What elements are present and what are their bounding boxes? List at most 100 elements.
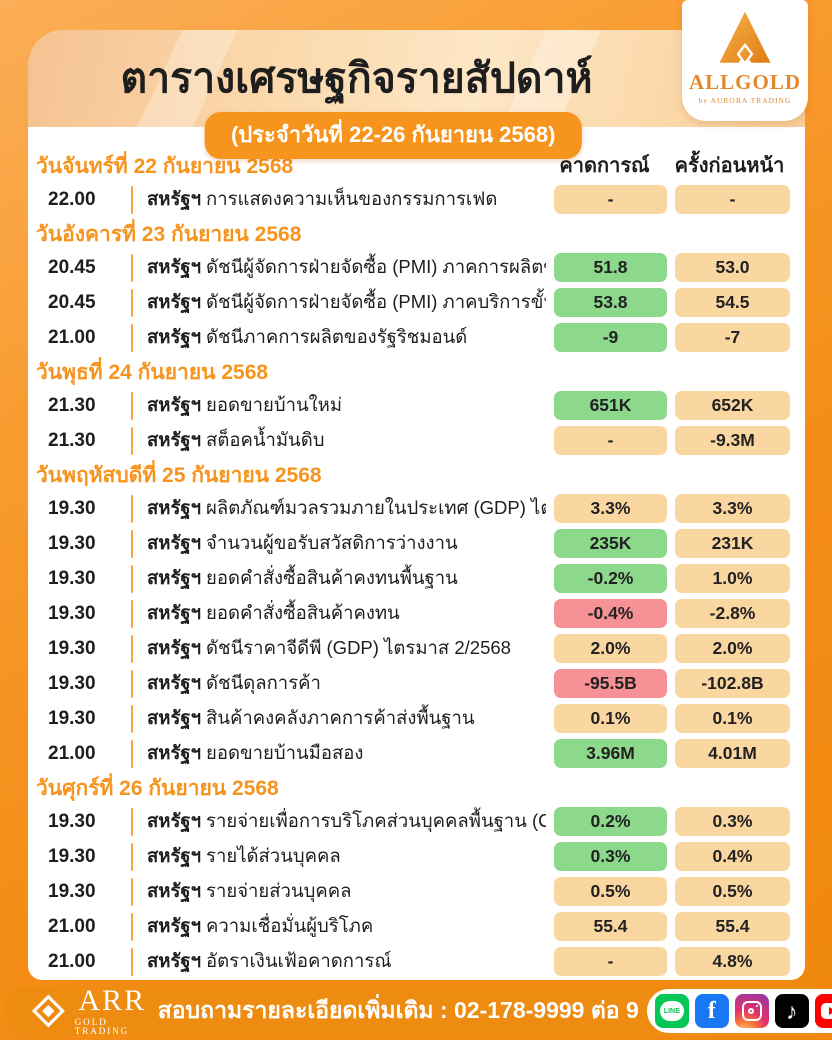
day-heading: วันศุกร์ที่ 26 กันยายน 2568 bbox=[36, 777, 279, 800]
row-country: สหรัฐฯ bbox=[147, 567, 202, 588]
arr-logo: ARR GOLD TRADING bbox=[32, 986, 150, 1036]
row-event-text: ดัชนีผู้จัดการฝ่ายจัดซื้อ (PMI) ภาคบริกา… bbox=[206, 291, 546, 312]
day-heading: วันพุธที่ 24 กันยายน 2568 bbox=[36, 361, 269, 384]
row-time: 19.30 bbox=[48, 532, 96, 554]
row-event: สหรัฐฯ อัตราเงินเฟ้อคาดการณ์ bbox=[147, 947, 546, 976]
row-event: สหรัฐฯ รายได้ส่วนบุคคล bbox=[147, 842, 546, 871]
page-title: ตารางเศรษฐกิจรายสัปดาห์ bbox=[120, 55, 593, 101]
youtube-icon[interactable] bbox=[814, 994, 832, 1028]
row-divider bbox=[131, 599, 133, 628]
tiktok-icon[interactable]: ♪ bbox=[774, 994, 809, 1028]
row-country: สหรัฐฯ bbox=[147, 497, 202, 518]
economic-table: คาดการณ์ ครั้งก่อนหน้า วันจันทร์ที่ 22 ก… bbox=[28, 127, 805, 979]
row-time: 19.30 bbox=[48, 845, 96, 867]
forecast-value: 2.0% bbox=[554, 634, 667, 663]
row-event: สหรัฐฯ ยอดคำสั่งซื้อสินค้าคงทนพื้นฐาน bbox=[147, 564, 546, 593]
row-time: 19.30 bbox=[48, 567, 96, 589]
row-event: สหรัฐฯ ยอดคำสั่งซื้อสินค้าคงทน bbox=[147, 599, 546, 628]
row-time: 19.30 bbox=[48, 672, 96, 694]
forecast-value: -0.2% bbox=[554, 564, 667, 593]
row-time: 19.30 bbox=[48, 637, 96, 659]
row-divider bbox=[131, 842, 133, 871]
card-header: ตารางเศรษฐกิจรายสัปดาห์ bbox=[28, 30, 805, 127]
row-divider bbox=[131, 253, 133, 282]
row-event-text: ยอดคำสั่งซื้อสินค้าคงทนพื้นฐาน bbox=[206, 567, 458, 588]
row-event: สหรัฐฯ ดัชนีผู้จัดการฝ่ายจัดซื้อ (PMI) ภา… bbox=[147, 253, 546, 282]
previous-value: -2.8% bbox=[675, 599, 790, 628]
row-event-text: รายจ่ายเพื่อการบริโภคส่วนบุคคลพื้นฐาน (C… bbox=[206, 810, 546, 831]
table-row: 19.30 สหรัฐฯ รายจ่ายส่วนบุคคล 0.5% 0.5% bbox=[36, 874, 790, 909]
allgold-wordmark: ALLGOLD bbox=[688, 70, 802, 94]
day-rows: 22.00 สหรัฐฯ การแสดงความเห็นของกรรมการเฟด… bbox=[36, 182, 790, 217]
day-heading: วันอังคารที่ 23 กันยายน 2568 bbox=[36, 223, 302, 246]
row-divider bbox=[131, 912, 133, 941]
row-country: สหรัฐฯ bbox=[147, 950, 202, 971]
table-row: 21.00 สหรัฐฯ อัตราเงินเฟ้อคาดการณ์ - 4.8% bbox=[36, 944, 790, 979]
column-headers: คาดการณ์ ครั้งก่อนหน้า bbox=[548, 149, 790, 180]
row-divider bbox=[131, 564, 133, 593]
calendar-card: ตารางเศรษฐกิจรายสัปดาห์ (ประจำวันที่ 22-… bbox=[28, 30, 805, 980]
table-row: 19.30 สหรัฐฯ ดัชนีดุลการค้า -95.5B -102.8… bbox=[36, 666, 790, 701]
row-time: 19.30 bbox=[48, 880, 96, 902]
row-time: 21.00 bbox=[48, 950, 96, 972]
allgold-logo-card: ALLGOLD by AURORA TRADING bbox=[682, 0, 808, 121]
row-event: สหรัฐฯ การแสดงความเห็นของกรรมการเฟด bbox=[147, 185, 546, 214]
instagram-icon[interactable] bbox=[734, 994, 769, 1028]
sections-container: วันจันทร์ที่ 22 กันยายน 2568 22.00 สหรัฐ… bbox=[36, 151, 790, 979]
previous-value: 231K bbox=[675, 529, 790, 558]
day-rows: 21.30 สหรัฐฯ ยอดขายบ้านใหม่ 651K 652K 21.… bbox=[36, 388, 790, 458]
facebook-icon[interactable]: f bbox=[694, 994, 729, 1028]
forecast-value: 0.1% bbox=[554, 704, 667, 733]
table-row: 21.30 สหรัฐฯ สต็อคน้ำมันดิบ - -9.3M bbox=[36, 423, 790, 458]
row-event: สหรัฐฯ รายจ่ายเพื่อการบริโภคส่วนบุคคลพื้น… bbox=[147, 807, 546, 836]
row-divider bbox=[131, 669, 133, 698]
row-event-text: ยอดขายบ้านใหม่ bbox=[206, 394, 343, 415]
day-rows: 19.30 สหรัฐฯ รายจ่ายเพื่อการบริโภคส่วนบุค… bbox=[36, 804, 790, 979]
line-icon[interactable]: LINE bbox=[654, 994, 689, 1028]
row-event-text: สต็อคน้ำมันดิบ bbox=[206, 429, 325, 450]
day-section: วันพุธที่ 24 กันยายน 2568 21.30 สหรัฐฯ ยอ… bbox=[36, 357, 790, 458]
row-divider bbox=[131, 185, 133, 214]
row-country: สหรัฐฯ bbox=[147, 637, 202, 658]
forecast-value: 0.2% bbox=[554, 807, 667, 836]
previous-value: - bbox=[675, 185, 790, 214]
row-time: 21.00 bbox=[48, 742, 96, 764]
row-time: 19.30 bbox=[48, 707, 96, 729]
row-event: สหรัฐฯ ยอดขายบ้านใหม่ bbox=[147, 391, 546, 420]
row-divider bbox=[131, 494, 133, 523]
arr-wordmark: ARR GOLD TRADING bbox=[75, 986, 150, 1036]
row-event: สหรัฐฯ ดัชนีผู้จัดการฝ่ายจัดซื้อ (PMI) ภา… bbox=[147, 288, 546, 317]
previous-value: 0.3% bbox=[675, 807, 790, 836]
forecast-value: 0.3% bbox=[554, 842, 667, 871]
row-time: 19.30 bbox=[48, 602, 96, 624]
allgold-a-icon bbox=[719, 11, 771, 66]
previous-value: 4.01M bbox=[675, 739, 790, 768]
row-event-text: สินค้าคงคลังภาคการค้าส่งพื้นฐาน bbox=[206, 707, 475, 728]
table-row: 19.30 สหรัฐฯ ดัชนีราคาจีดีพี (GDP) ไตรมาส… bbox=[36, 631, 790, 666]
row-country: สหรัฐฯ bbox=[147, 429, 202, 450]
row-event: สหรัฐฯ จำนวนผู้ขอรับสวัสดิการว่างงาน bbox=[147, 529, 546, 558]
row-divider bbox=[131, 739, 133, 768]
day-section: วันพฤหัสบดีที่ 25 กันยายน 2568 19.30 สหร… bbox=[36, 460, 790, 771]
day-section: วันอังคารที่ 23 กันยายน 2568 20.45 สหรัฐ… bbox=[36, 219, 790, 355]
previous-column-header: ครั้งก่อนหน้า bbox=[674, 154, 785, 177]
row-time: 22.00 bbox=[48, 188, 96, 210]
table-row: 21.00 สหรัฐฯ ความเชื่อมั่นผู้บริโภค 55.4 … bbox=[36, 909, 790, 944]
row-time: 19.30 bbox=[48, 810, 96, 832]
forecast-value: - bbox=[554, 426, 667, 455]
date-range-pill: (ประจำวันที่ 22-26 กันยายน 2568) bbox=[204, 112, 582, 159]
table-row: 20.45 สหรัฐฯ ดัชนีผู้จัดการฝ่ายจัดซื้อ (P… bbox=[36, 285, 790, 320]
row-country: สหรัฐฯ bbox=[147, 742, 202, 763]
row-event: สหรัฐฯ สินค้าคงคลังภาคการค้าส่งพื้นฐาน bbox=[147, 704, 546, 733]
table-row: 21.00 สหรัฐฯ ยอดขายบ้านมือสอง 3.96M 4.01M bbox=[36, 736, 790, 771]
row-divider bbox=[131, 288, 133, 317]
row-country: สหรัฐฯ bbox=[147, 810, 202, 831]
row-country: สหรัฐฯ bbox=[147, 845, 202, 866]
row-time: 20.45 bbox=[48, 291, 96, 313]
table-row: 22.00 สหรัฐฯ การแสดงความเห็นของกรรมการเฟด… bbox=[36, 182, 790, 217]
row-event-text: จำนวนผู้ขอรับสวัสดิการว่างงาน bbox=[206, 532, 458, 553]
row-event-text: ดัชนีผู้จัดการฝ่ายจัดซื้อ (PMI) ภาคการผล… bbox=[206, 256, 546, 277]
row-country: สหรัฐฯ bbox=[147, 532, 202, 553]
table-row: 19.30 สหรัฐฯ ยอดคำสั่งซื้อสินค้าคงทนพื้นฐ… bbox=[36, 561, 790, 596]
day-section: วันจันทร์ที่ 22 กันยายน 2568 22.00 สหรัฐ… bbox=[36, 151, 790, 217]
